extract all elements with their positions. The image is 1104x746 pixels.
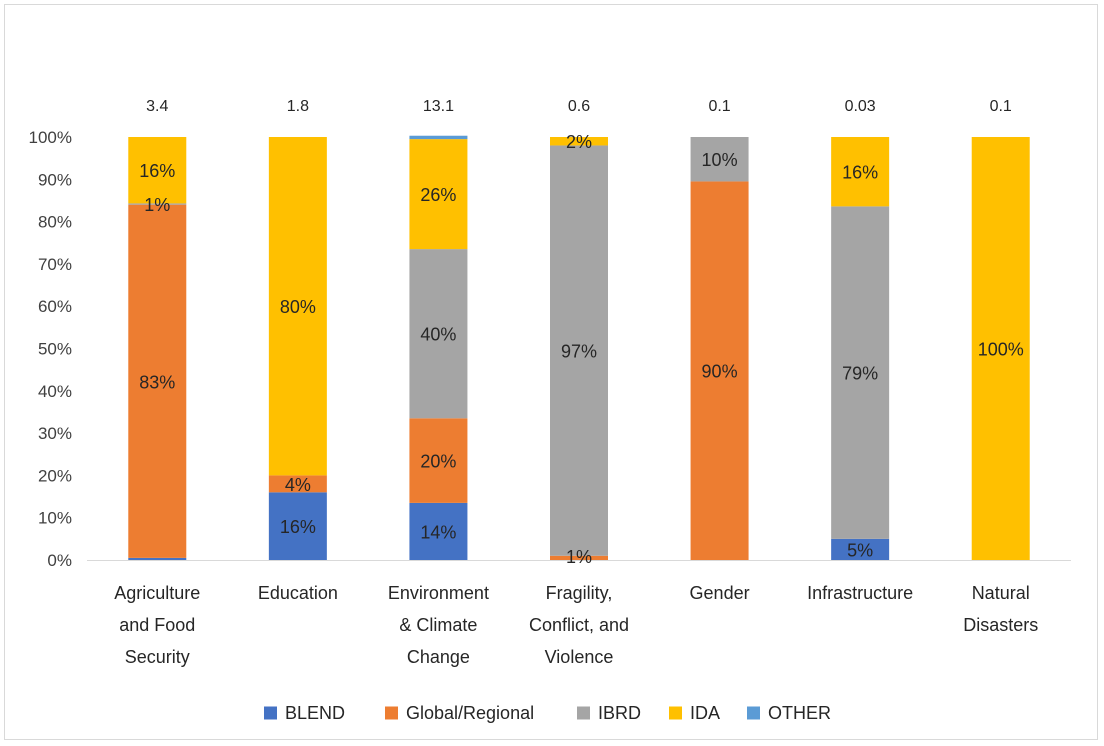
legend-swatch (577, 706, 590, 720)
bar-segment-ibrd (831, 206, 890, 539)
bar-total-label: 0.1 (708, 98, 730, 115)
y-tick-label: 0% (47, 551, 72, 570)
category-label: Gender (690, 583, 750, 603)
legend-label: Global/Regional (406, 703, 534, 723)
y-tick-label: 40% (38, 382, 72, 401)
bar-segment-ibrd (128, 203, 187, 205)
y-tick-label: 10% (38, 509, 72, 528)
data-label: 4% (285, 475, 311, 495)
category-label: and Food (119, 615, 195, 635)
bar-segment-global-regional (128, 204, 187, 558)
y-tick-label: 20% (38, 466, 72, 485)
category-label: Agriculture (114, 583, 200, 603)
category-label: Fragility, (546, 583, 613, 603)
bar-segment-ida (550, 137, 608, 146)
category-label: Natural (972, 583, 1030, 603)
legend-label: OTHER (768, 703, 831, 723)
y-tick-label: 60% (38, 297, 72, 316)
data-label: 2% (566, 132, 592, 152)
bar-segment-global-regional (409, 418, 468, 503)
bar-segment-blend (409, 502, 468, 560)
bar-total-label: 0.1 (990, 98, 1012, 115)
category-label: Disasters (963, 615, 1038, 635)
bar-segment-ida (831, 137, 890, 207)
y-tick-label: 70% (38, 255, 72, 274)
bar-segment-ida (409, 139, 468, 250)
bar-segment-ida (268, 137, 327, 476)
legend-label: IBRD (598, 703, 641, 723)
bar-segment-global-regional (690, 181, 749, 561)
data-label: 40% (420, 325, 456, 345)
bar-segment-other (409, 135, 468, 140)
bar-segment-global-regional (268, 475, 327, 493)
data-label: 1% (566, 547, 592, 567)
bar-segment-ibrd (409, 249, 468, 419)
legend-swatch (385, 706, 398, 720)
y-tick-label: 90% (38, 170, 72, 189)
bar-segment-blend (268, 492, 327, 560)
category-label: Education (258, 583, 338, 603)
category-label: Conflict, and (529, 615, 629, 635)
data-label: 20% (420, 452, 456, 472)
data-label: 80% (280, 297, 316, 317)
data-label: 5% (847, 540, 873, 560)
y-tick-label: 30% (38, 424, 72, 443)
data-label: 97% (561, 342, 597, 362)
bar-segment-blend (128, 557, 187, 560)
category-label: Environment (388, 583, 489, 603)
y-tick-label: 80% (38, 213, 72, 232)
bar-total-label: 13.1 (423, 98, 454, 115)
data-label: 26% (420, 185, 456, 205)
category-label: & Climate (399, 615, 477, 635)
legend-swatch (669, 706, 682, 720)
data-label: 14% (420, 522, 456, 542)
category-label: Infrastructure (807, 583, 913, 603)
data-label: 83% (139, 372, 175, 392)
data-label: 90% (702, 362, 738, 382)
data-label: 1% (144, 195, 170, 215)
bar-total-label: 1.8 (287, 98, 309, 115)
legend-label: IDA (690, 703, 720, 723)
bar-total-label: 3.4 (146, 98, 168, 115)
category-label: Security (125, 647, 190, 667)
category-label: Violence (545, 647, 614, 667)
legend-swatch (264, 706, 277, 720)
legend-label: BLEND (285, 703, 345, 723)
bar-segment-ibrd (690, 137, 749, 182)
y-tick-label: 100% (29, 128, 72, 147)
bar-segment-ibrd (550, 145, 608, 556)
bar-segment-ida (971, 137, 1030, 560)
bar-total-label: 0.6 (568, 98, 590, 115)
y-tick-label: 50% (38, 340, 72, 359)
data-label: 16% (139, 161, 175, 181)
bar-total-label: 0.03 (845, 98, 876, 115)
data-label: 100% (978, 340, 1024, 360)
legend-swatch (747, 706, 760, 720)
bar-segment-global-regional (550, 555, 608, 560)
data-label: 16% (842, 163, 878, 183)
category-label: Change (407, 647, 470, 667)
bar-segment-blend (831, 538, 890, 560)
data-label: 16% (280, 517, 316, 537)
data-label: 10% (702, 150, 738, 170)
data-label: 79% (842, 364, 878, 384)
bar-segment-ida (128, 137, 187, 204)
